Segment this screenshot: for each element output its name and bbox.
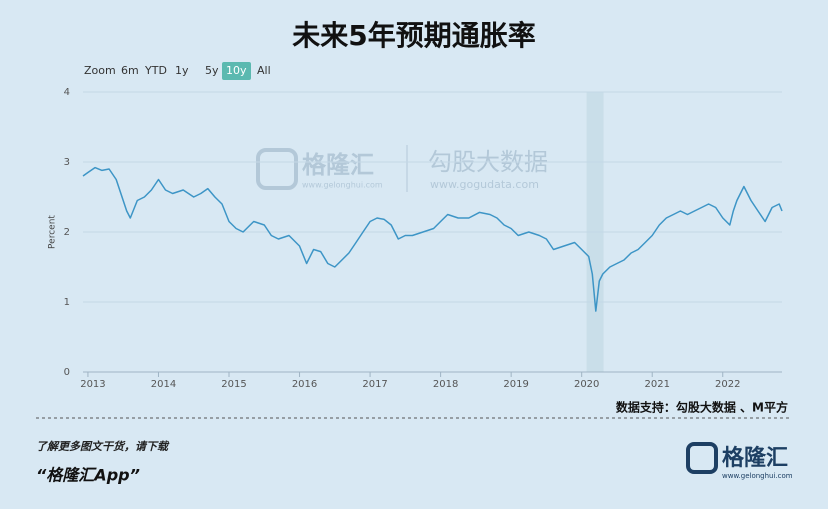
zoom-button[interactable]: All bbox=[257, 64, 271, 77]
logo: 格隆汇 bbox=[722, 445, 788, 471]
chart-title: 未来5年预期通胀率 bbox=[292, 19, 535, 52]
zoom-button[interactable]: 5y bbox=[205, 64, 219, 77]
x-tick-label: 2021 bbox=[644, 379, 669, 390]
watermark: 格隆汇 www.gelonghui.com 勾股大数据 www.gogudata… bbox=[256, 145, 548, 192]
y-tick-label: 1 bbox=[64, 297, 70, 308]
promo: 了解更多图文干货，请下载 bbox=[36, 440, 170, 453]
source: 数据支持：勾股大数据 、M平方 bbox=[616, 400, 788, 415]
app-name: “格隆汇App” bbox=[36, 466, 140, 485]
x-tick-label: 2015 bbox=[221, 379, 246, 390]
zoom-button[interactable]: 6m bbox=[121, 64, 139, 77]
y-tick-label: 0 bbox=[64, 367, 70, 378]
watermark-partner-url: www.gogudata.com bbox=[430, 178, 539, 191]
x-tick-label: 2022 bbox=[715, 379, 740, 390]
zoom-button[interactable]: 10y bbox=[222, 62, 251, 80]
watermark-icon bbox=[256, 148, 298, 190]
y-axis-label: Percent bbox=[48, 215, 58, 249]
y-tick-label: 3 bbox=[64, 157, 70, 168]
zoom-button[interactable]: YTD bbox=[145, 64, 167, 77]
x-tick-label: 2018 bbox=[433, 379, 458, 390]
zoom-button[interactable]: 1y bbox=[175, 64, 189, 77]
x-tick-label: 2016 bbox=[292, 379, 317, 390]
x-tick-label: 2017 bbox=[362, 379, 387, 390]
y-tick-label: 2 bbox=[64, 227, 70, 238]
data-line bbox=[82, 166, 783, 312]
x-tick-label: 2019 bbox=[503, 379, 528, 390]
y-tick-label: 4 bbox=[64, 87, 70, 98]
watermark-brand: 格隆汇 bbox=[302, 151, 374, 179]
x-tick-label: 2020 bbox=[574, 379, 599, 390]
logo-url: www.gelonghui.com bbox=[722, 472, 793, 480]
zoom-label: Zoom bbox=[84, 64, 116, 77]
logo-icon bbox=[686, 442, 718, 474]
watermark-brand-url: www.gelonghui.com bbox=[302, 181, 383, 190]
x-tick-label: 2014 bbox=[151, 379, 176, 390]
x-tick-label: 2013 bbox=[80, 379, 105, 390]
